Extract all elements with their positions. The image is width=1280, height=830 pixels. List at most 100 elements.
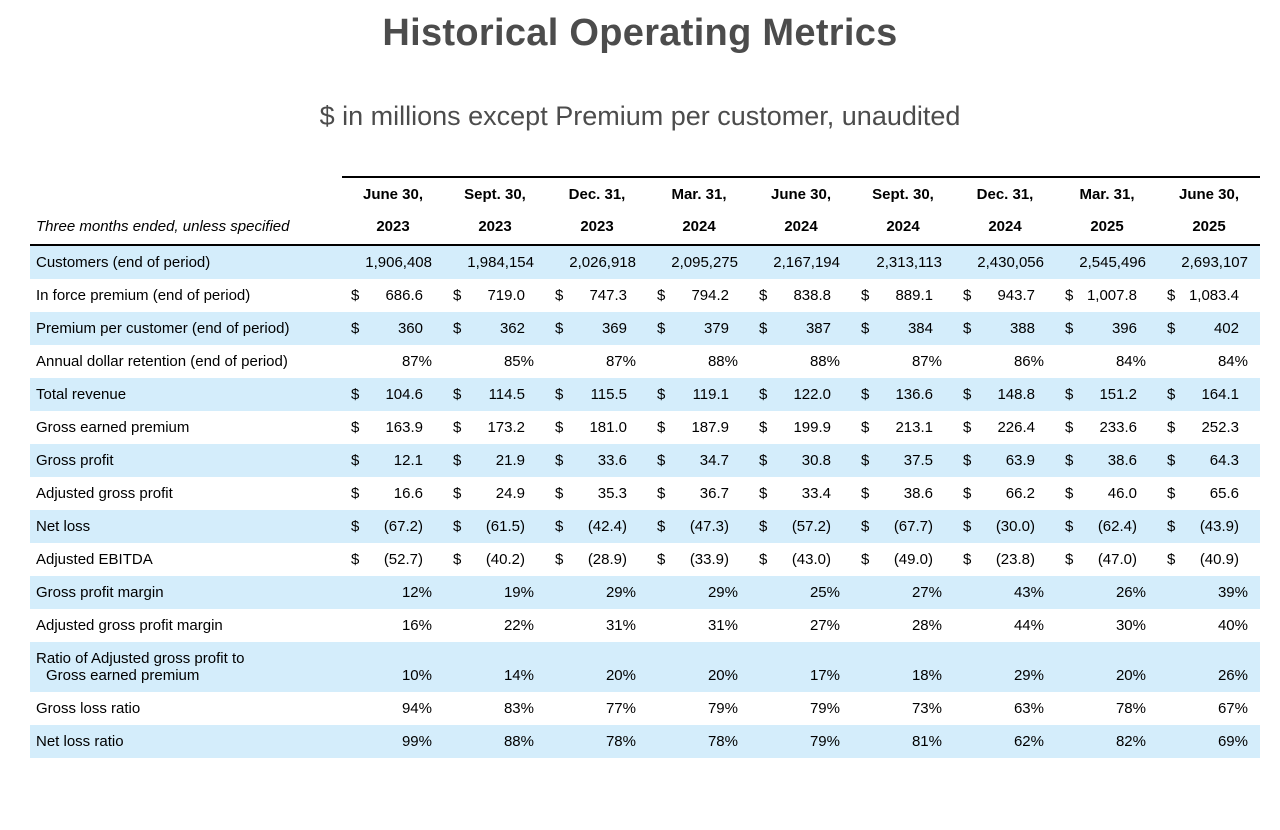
cell-number: 889.1 [895, 287, 933, 304]
cell-value: $38.6 [1056, 444, 1158, 477]
cell-value: 87% [401, 353, 432, 370]
cell-value: 20% [1115, 667, 1146, 684]
row-label-line1: Ratio of Adjusted gross profit to [36, 650, 245, 667]
cell-number: 119.1 [692, 386, 729, 403]
cell-value: 62% [1013, 733, 1044, 750]
row-label-line2: Gross earned premium [46, 667, 200, 684]
cell-value: $943.7 [954, 279, 1056, 312]
cell-value: 86% [1013, 353, 1044, 370]
cell-number: (30.0) [995, 518, 1035, 535]
currency-symbol: $ [861, 551, 870, 568]
cell-number: 838.8 [793, 287, 831, 304]
cell-number: (43.9) [1199, 518, 1239, 535]
cell-value: 2,693,107 [1181, 254, 1248, 271]
cell-value: 79% [707, 700, 738, 717]
currency-symbol: $ [861, 419, 870, 436]
cell-value: $747.3 [546, 279, 648, 312]
cell-value: $33.4 [750, 477, 852, 510]
cell-number: 164.1 [1201, 386, 1239, 403]
currency-symbol: $ [1167, 287, 1176, 304]
currency-symbol: $ [963, 551, 972, 568]
cell-value: $ (67.7) [852, 510, 954, 543]
currency-symbol: $ [555, 551, 564, 568]
column-header-year: 2025 [1090, 218, 1124, 235]
currency-symbol: $ [759, 386, 768, 403]
cell-value: $34.7 [648, 444, 750, 477]
cell-value: 84% [1115, 353, 1146, 370]
cell-value: $ (43.9) [1158, 510, 1260, 543]
cell-number: 148.8 [997, 386, 1035, 403]
cell-number: (47.0) [1097, 551, 1137, 568]
currency-symbol: $ [1167, 485, 1176, 502]
row-label-header: Three months ended, unless specified [30, 177, 342, 246]
cell-value: 12% [401, 584, 432, 601]
column-header-date: Mar. 31, [671, 186, 727, 203]
table-header: Three months ended, unless specified June… [30, 176, 1260, 246]
cell-value: $65.6 [1158, 477, 1260, 510]
table-row: Gross profit margin 12% 19% 29% 29% 25% 27% 43%… [30, 576, 1260, 609]
table-row: Gross profit $12.1 $21.9 $33.6 $34.7 $30.8 $37… [30, 444, 1260, 477]
cell-number: 747.3 [589, 287, 627, 304]
cell-value: $396 [1056, 312, 1158, 345]
cell-value: $12.1 [342, 444, 444, 477]
cell-number: 252.3 [1201, 419, 1239, 436]
cell-value: 14% [503, 667, 534, 684]
cell-value: 29% [1013, 667, 1044, 684]
cell-value: $ (33.9) [648, 543, 750, 576]
row-label: Adjusted EBITDA [36, 551, 153, 568]
cell-value: $24.9 [444, 477, 546, 510]
currency-symbol: $ [963, 452, 972, 469]
cell-value: 88% [809, 353, 840, 370]
currency-symbol: $ [453, 287, 462, 304]
cell-value: $233.6 [1056, 411, 1158, 444]
currency-symbol: $ [963, 386, 972, 403]
currency-symbol: $ [453, 518, 462, 535]
cell-value: $136.6 [852, 378, 954, 411]
cell-number: 64.3 [1209, 452, 1239, 469]
cell-value: 79% [809, 733, 840, 750]
cell-number: (57.2) [791, 518, 831, 535]
currency-symbol: $ [657, 452, 666, 469]
column-header-3: Dec. 31, 2023 [546, 176, 648, 246]
column-header-year: 2023 [376, 218, 410, 235]
cell-value: $37.5 [852, 444, 954, 477]
cell-number: (43.0) [791, 551, 831, 568]
currency-symbol: $ [351, 551, 360, 568]
column-header-9: June 30, 2025 [1158, 176, 1260, 246]
currency-symbol: $ [759, 419, 768, 436]
cell-number: 16.6 [393, 485, 423, 502]
cell-number: 226.4 [997, 419, 1035, 436]
cell-value: 22% [503, 617, 534, 634]
cell-value: $33.6 [546, 444, 648, 477]
cell-value: $384 [852, 312, 954, 345]
column-header-8: Mar. 31, 2025 [1056, 176, 1158, 246]
column-header-date: Dec. 31, [976, 186, 1034, 203]
page-title: Historical Operating Metrics [382, 12, 898, 54]
cell-value: $360 [342, 312, 444, 345]
cell-value: 78% [605, 733, 636, 750]
table-row: Premium per customer (end of period) $360… [30, 312, 1260, 345]
cell-number: (67.7) [893, 518, 933, 535]
cell-value: $ (28.9) [546, 543, 648, 576]
row-label: Gross profit [36, 452, 114, 469]
cell-value: 44% [1013, 617, 1044, 634]
currency-symbol: $ [657, 551, 666, 568]
cell-value: 83% [503, 700, 534, 717]
cell-value: $ (47.3) [648, 510, 750, 543]
cell-value: 31% [605, 617, 636, 634]
cell-value: $115.5 [546, 378, 648, 411]
cell-value: $ (40.2) [444, 543, 546, 576]
cell-number: (33.9) [689, 551, 729, 568]
row-label: Annual dollar retention (end of period) [36, 353, 288, 370]
cell-number: 37.5 [903, 452, 933, 469]
currency-symbol: $ [555, 452, 564, 469]
cell-value: 1,984,154 [467, 254, 534, 271]
cell-value: $122.0 [750, 378, 852, 411]
cell-value: $148.8 [954, 378, 1056, 411]
currency-symbol: $ [963, 518, 972, 535]
cell-number: 402 [1213, 320, 1239, 337]
cell-value: $35.3 [546, 477, 648, 510]
currency-symbol: $ [453, 551, 462, 568]
column-header-2: Sept. 30, 2023 [444, 176, 546, 246]
cell-value: $66.2 [954, 477, 1056, 510]
